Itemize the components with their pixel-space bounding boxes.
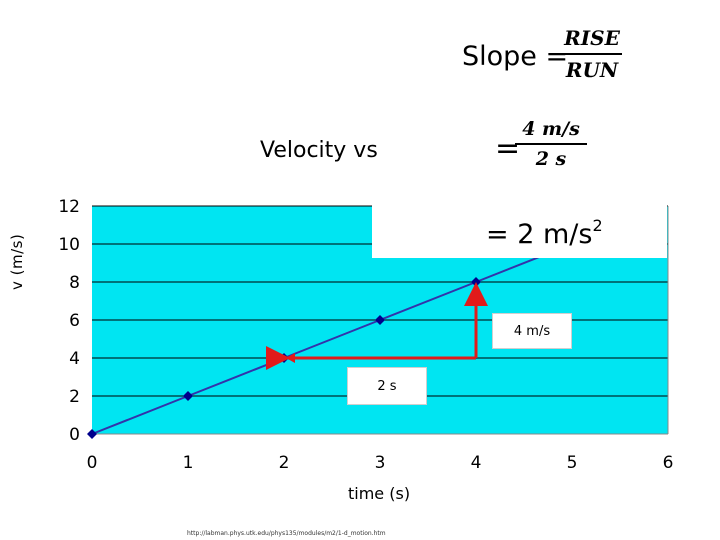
- y-tick-label: 2: [69, 387, 80, 407]
- slope-fraction: RISE RUN: [562, 26, 622, 82]
- series-line: [91, 254, 544, 435]
- x-tick-label: 6: [663, 453, 674, 473]
- equals-sign: =: [495, 131, 521, 166]
- run-arrowhead: [286, 353, 295, 363]
- y-tick-label: 10: [58, 235, 80, 255]
- x-tick-label: 2: [279, 453, 290, 473]
- x-tick-label: 0: [87, 453, 98, 473]
- slope-denominator: RUN: [565, 58, 619, 82]
- rate-fraction: 4 m/s 2 s: [515, 118, 587, 170]
- rate-denominator: 2 s: [535, 148, 567, 170]
- fraction-bar: [515, 143, 587, 145]
- source-url: http://labman.phys.utk.edu/phys135/modul…: [187, 530, 386, 537]
- chart-title: Velocity vs: [260, 138, 378, 163]
- result-mask: [372, 200, 667, 258]
- slope-result-value: = 2 m/s: [486, 219, 593, 250]
- x-axis-label: time (s): [348, 484, 411, 503]
- x-tick-label: 1: [183, 453, 194, 473]
- slope-numerator: RISE: [564, 26, 620, 50]
- x-tick-label: 3: [375, 453, 386, 473]
- y-tick-label: 4: [69, 349, 80, 369]
- data-point: [87, 429, 97, 439]
- y-tick-label: 0: [69, 425, 80, 445]
- x-tick-label: 4: [471, 453, 482, 473]
- rise-annotation: 4 m/s: [492, 313, 572, 349]
- data-point: [375, 315, 385, 325]
- y-tick-label: 8: [69, 273, 80, 293]
- x-tick-label: 5: [567, 453, 578, 473]
- y-tick-label: 6: [69, 311, 80, 331]
- y-axis-label: v (m/s): [8, 233, 26, 290]
- y-tick-label: 12: [58, 197, 80, 217]
- slope-label: Slope =: [462, 41, 569, 72]
- slope-result: = 2 m/s2: [486, 216, 603, 250]
- data-point: [183, 391, 193, 401]
- slope-result-exponent: 2: [592, 216, 603, 235]
- fraction-bar: [562, 53, 622, 55]
- run-annotation: 2 s: [347, 367, 427, 405]
- rate-numerator: 4 m/s: [522, 118, 580, 140]
